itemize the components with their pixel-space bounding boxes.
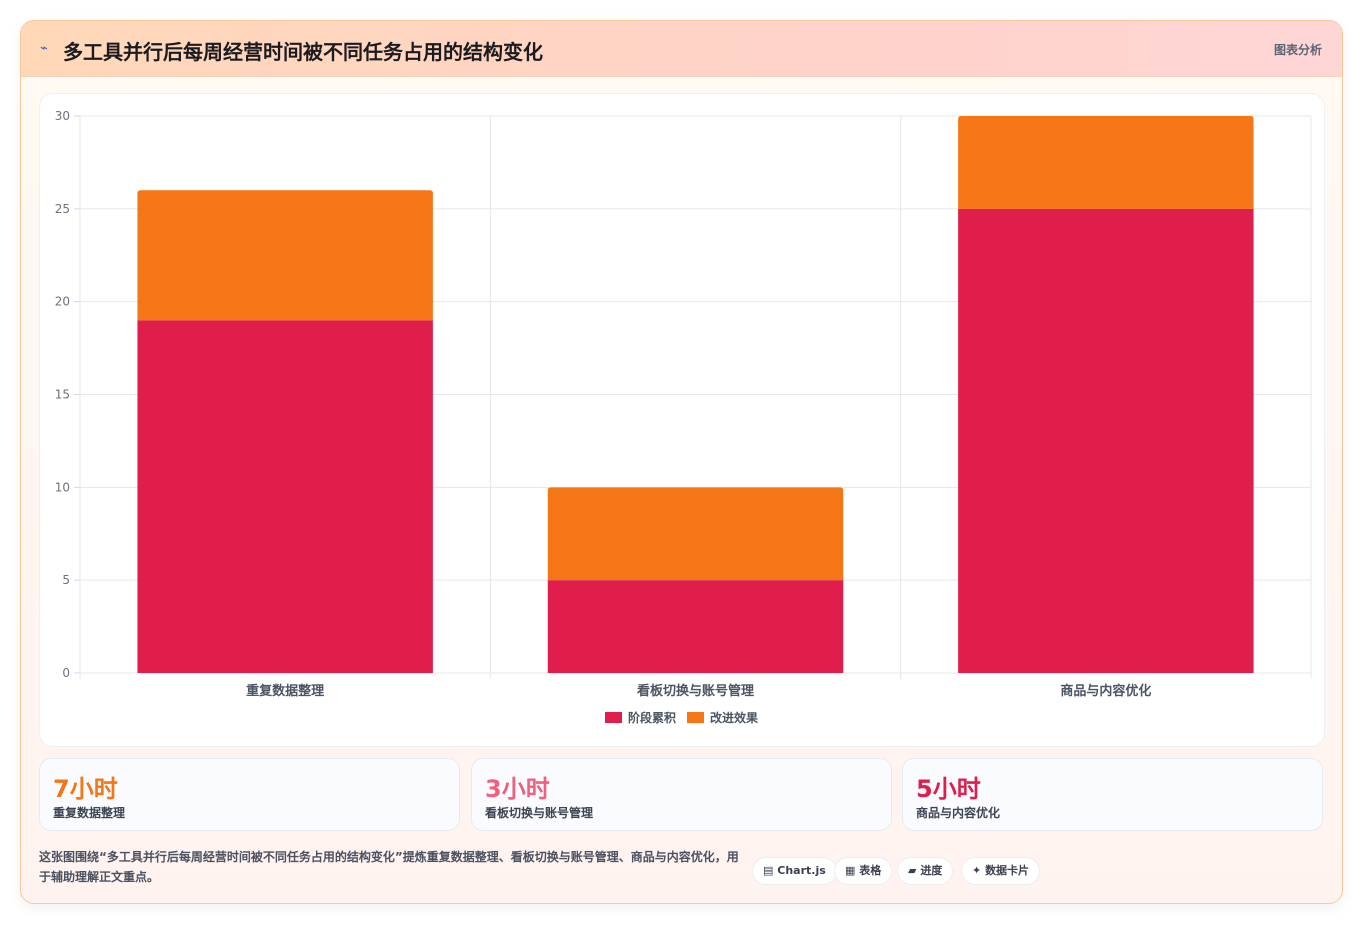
x-tick-label: 重复数据整理 — [246, 683, 324, 699]
y-tick-label: 5 — [62, 573, 70, 587]
pill-chartjs[interactable]: ▤ Chart.js — [752, 857, 837, 885]
kpi-value: 7小时 — [53, 775, 118, 803]
kpi-label: 商品与内容优化 — [916, 806, 1001, 820]
table-icon: ▦ — [845, 864, 856, 877]
y-tick-label: 30 — [55, 109, 70, 123]
chart-description: 这张图围绕“多工具并行后每周经营时间被不同任务占用的结构变化”提炼重复数据整理、… — [39, 850, 739, 884]
chart-title: 多工具并行后每周经营时间被不同任务占用的结构变化 — [63, 40, 543, 64]
pill-label: 表格 — [859, 864, 882, 877]
card-header: ⌁ 多工具并行后每周经营时间被不同任务占用的结构变化 图表分析 — [21, 21, 1342, 77]
chart-card: ⌁ 多工具并行后每周经营时间被不同任务占用的结构变化 图表分析 0 5 10 15 20… — [20, 20, 1343, 904]
sparkle-icon: ✦ — [972, 864, 982, 877]
y-tick-label: 20 — [55, 295, 70, 309]
kpi-value: 5小时 — [916, 775, 981, 803]
kpi-card-2: 3小时 看板切换与账号管理 — [471, 758, 892, 831]
legend-label: 改进效果 — [710, 710, 758, 725]
kpi-label: 重复数据整理 — [53, 806, 126, 820]
bar-segment-2 — [137, 190, 433, 321]
progress-icon: ▰ — [908, 864, 917, 877]
x-tick-label: 商品与内容优化 — [1060, 683, 1151, 699]
bar-segment-2 — [958, 116, 1254, 209]
x-tick-label: 看板切换与账号管理 — [637, 683, 754, 699]
pill-table[interactable]: ▦ 表格 — [834, 857, 893, 885]
bar-segment-1 — [547, 580, 844, 673]
legend-swatch — [687, 712, 704, 723]
y-tick-label: 15 — [55, 388, 70, 402]
pill-label: 数据卡片 — [985, 864, 1030, 877]
kpi-card-3: 5小时 商品与内容优化 — [902, 758, 1323, 831]
bar-segment-1 — [958, 208, 1254, 673]
pill-label: 进度 — [920, 864, 943, 877]
kpi-label: 看板切换与账号管理 — [485, 806, 594, 820]
pill-progress[interactable]: ▰ 进度 — [897, 857, 954, 885]
y-tick-label: 10 — [55, 480, 70, 494]
y-tick-label: 25 — [55, 202, 70, 216]
chart-analysis-tag[interactable]: 图表分析 — [1273, 43, 1322, 57]
bar-segment-2 — [547, 487, 844, 581]
chart-area: 0 5 10 15 20 25 30 重复数据整理 看板切换与账号管理 商品与内容优化阶段累积 改进… — [39, 93, 1325, 747]
sparkle-icon: ⌁ — [40, 41, 48, 56]
chart-icon: ▤ — [763, 864, 774, 877]
kpi-card-1: 7小时 重复数据整理 — [39, 758, 460, 831]
bar-segment-1 — [137, 320, 433, 673]
kpi-value: 3小时 — [485, 775, 550, 803]
pill-label: Chart.js — [777, 864, 826, 877]
pill-data-card[interactable]: ✦ 数据卡片 — [961, 857, 1041, 885]
legend-label: 阶段累积 — [628, 710, 676, 725]
y-tick-label: 0 — [62, 666, 70, 680]
legend-swatch — [605, 712, 622, 723]
